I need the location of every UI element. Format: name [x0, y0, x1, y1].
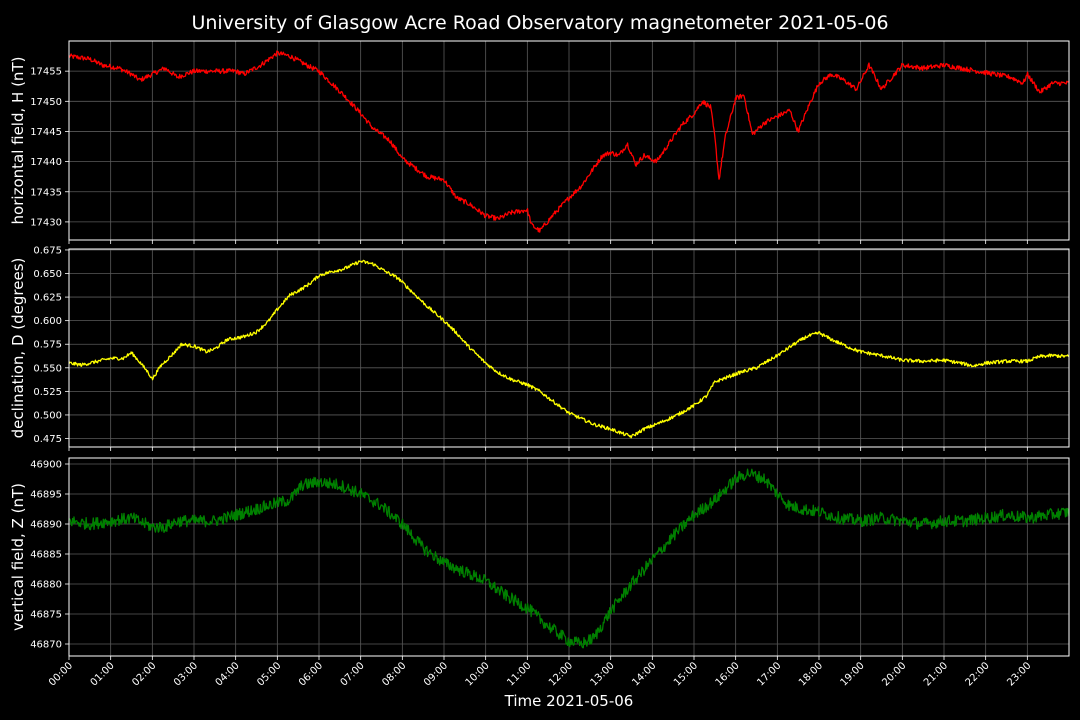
y-tick-label: 17435: [30, 187, 62, 198]
y-tick-label: 17440: [30, 157, 62, 168]
panel-frame: [68, 248, 1070, 448]
y-tick-label: 17450: [30, 97, 62, 108]
y-tick-label: 46900: [30, 460, 62, 471]
y-tick-label: 0.550: [33, 363, 62, 374]
y-axis-label: horizontal field, H (nT): [9, 57, 27, 225]
y-tick-label: 0.475: [33, 434, 62, 445]
y-tick-label: 0.525: [33, 387, 62, 398]
y-axis-label: vertical field, Z (nT): [9, 483, 27, 631]
series-line-3: [68, 468, 1070, 649]
y-tick-label: 46870: [30, 640, 62, 651]
y-tick-label: 17445: [30, 127, 62, 138]
y-tick-label: 46880: [30, 580, 62, 591]
panel-frame: [68, 457, 1070, 657]
y-tick-label: 17430: [30, 217, 62, 228]
panel-3: 46870 46875 46880 46885 46890 46895 46900 verti…: [9, 457, 1070, 660]
y-tick-label: 46895: [30, 490, 62, 501]
panel-frame: [68, 40, 1070, 241]
series-line-1: [68, 50, 1070, 233]
panel-2: 0.475 0.500 0.525 0.550 0.575 0.600 0.625 0.650…: [9, 245, 1070, 451]
y-tick-label: 46890: [30, 520, 62, 531]
chart-title: University of Glasgow Acre Road Observat…: [191, 12, 888, 34]
y-tick-label: 0.500: [33, 410, 62, 421]
y-axis-label: declination, D (degrees): [9, 258, 27, 439]
y-tick-label: 46885: [30, 550, 62, 561]
y-tick-label: 0.575: [33, 340, 62, 351]
chart-panels: 17430 17435 17440 17445 17450 17455horizontal…: [9, 40, 1070, 660]
series-line-2: [68, 259, 1070, 439]
panel-1: 17430 17435 17440 17445 17450 17455horizontal…: [9, 40, 1070, 244]
y-tick-label: 0.675: [33, 245, 62, 256]
y-tick-label: 46875: [30, 610, 62, 621]
y-tick-label: 0.600: [33, 316, 62, 327]
x-axis-label: Time 2021-05-06: [504, 692, 634, 710]
y-tick-label: 0.625: [33, 293, 62, 304]
y-tick-label: 0.650: [33, 269, 62, 280]
y-tick-label: 17455: [30, 67, 62, 78]
